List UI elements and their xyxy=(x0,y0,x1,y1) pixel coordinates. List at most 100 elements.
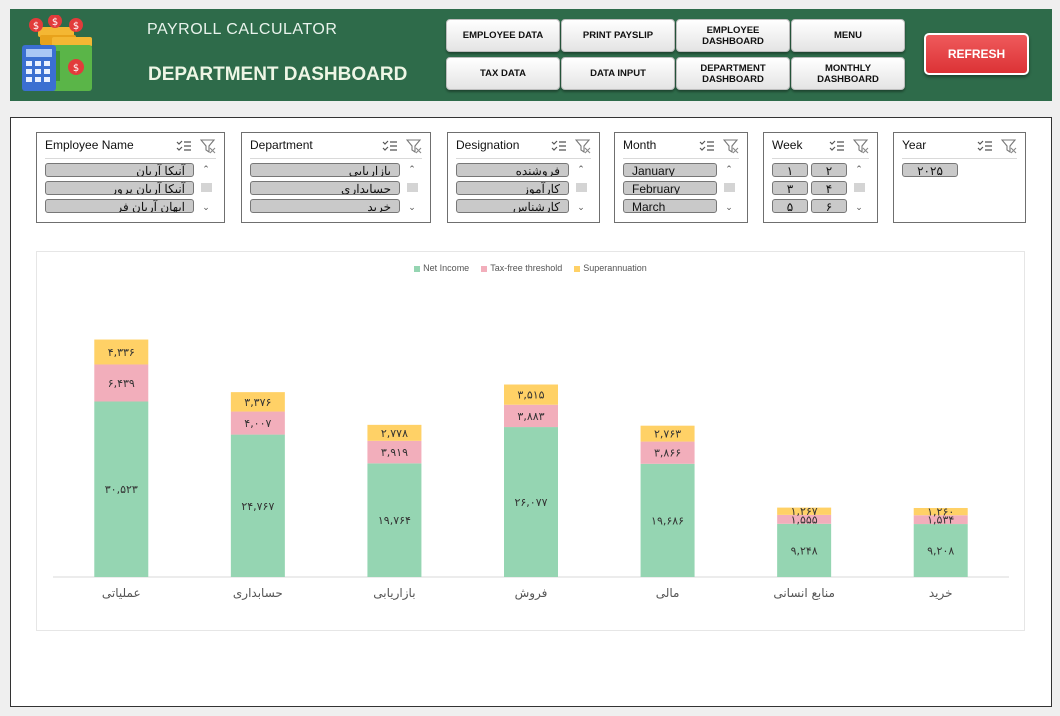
slicer-year: Year ۲۰۲۵ xyxy=(893,132,1026,223)
legend-swatch xyxy=(414,265,421,272)
chevron-up-icon[interactable]: ⌃ xyxy=(855,165,863,175)
legend-swatch xyxy=(574,265,581,272)
svg-text:$: $ xyxy=(52,17,58,28)
slicer-item[interactable]: آنیکا آریان xyxy=(45,163,194,177)
legend-item: Net Income xyxy=(414,263,469,273)
slicer-item[interactable]: ۳ xyxy=(772,181,808,195)
header-bar: $ $ $ $ PAYROLL CALCULATOR DEPARTMENT DA… xyxy=(10,9,1052,101)
slicer-item[interactable]: ۲ xyxy=(811,163,847,177)
slicer-designation: Designation فروشنده کارآموز کارشناس ⌃ ⌄ xyxy=(447,132,600,223)
department-dashboard-button[interactable]: DEPARTMENT DASHBOARD xyxy=(676,57,790,90)
slicer-item[interactable]: آنیکا آریان پرور xyxy=(45,181,194,195)
data-label: ۲,۷۶۳ xyxy=(654,428,681,441)
slicer-item[interactable]: فروشنده xyxy=(456,163,569,177)
slicer-item[interactable]: خرید xyxy=(250,199,400,213)
data-label: ۱,۲۶۷ xyxy=(791,505,818,518)
slicer-item[interactable]: کارشناس xyxy=(456,199,569,213)
chevron-down-icon[interactable]: ⌄ xyxy=(725,203,733,213)
bar-segment xyxy=(504,384,558,405)
data-label: ۹,۲۴۸ xyxy=(791,544,818,557)
chevron-down-icon[interactable]: ⌄ xyxy=(577,203,585,213)
slicer-item[interactable]: February xyxy=(623,181,717,195)
legend-label: Net Income xyxy=(423,263,470,273)
slicer-scrollbar[interactable]: ⌃ ⌄ xyxy=(852,163,866,215)
monthly-dashboard-button[interactable]: MONTHLY DASHBOARD xyxy=(791,57,905,90)
slicer-item[interactable]: ۵ xyxy=(772,199,808,213)
refresh-button[interactable]: REFRESH xyxy=(924,33,1029,75)
multi-select-icon[interactable] xyxy=(382,139,398,153)
data-label: ۶,۴۳۹ xyxy=(108,377,135,390)
scroll-thumb[interactable] xyxy=(407,183,418,192)
scroll-thumb[interactable] xyxy=(576,183,587,192)
slicer-scrollbar[interactable]: ⌃ ⌄ xyxy=(405,163,419,215)
multi-select-icon[interactable] xyxy=(977,139,993,153)
data-label: ۱۹,۶۸۶ xyxy=(651,514,684,527)
bar-segment xyxy=(777,523,832,577)
multi-select-icon[interactable] xyxy=(699,139,715,153)
multi-select-icon[interactable] xyxy=(551,139,567,153)
slicer-item[interactable]: March xyxy=(623,199,717,213)
data-input-button[interactable]: DATA INPUT xyxy=(561,57,675,90)
chevron-up-icon[interactable]: ⌃ xyxy=(725,165,733,175)
data-label: ۴,۳۳۶ xyxy=(108,346,135,359)
bar-segment xyxy=(777,507,832,515)
category-label: منابع انسانی xyxy=(773,586,835,600)
clear-filter-icon[interactable] xyxy=(853,139,869,154)
slicer-item[interactable]: ۲۰۲۵ xyxy=(902,163,958,177)
chart-plot: ۳۰,۵۲۳ ۶,۴۳۹ ۴,۳۳۶ عملیاتی ۲۴,۷۶۷ ۴,۰۰۷ ۳,۳۷۶ ح… xyxy=(53,339,1009,601)
chevron-down-icon[interactable]: ⌄ xyxy=(408,203,416,213)
clear-filter-icon[interactable] xyxy=(200,139,216,154)
slicer-scrollbar[interactable]: ⌃ ⌄ xyxy=(574,163,588,215)
app-title: PAYROLL CALCULATOR xyxy=(147,21,338,38)
chevron-down-icon[interactable]: ⌄ xyxy=(202,203,210,213)
multi-select-icon[interactable] xyxy=(176,139,192,153)
slicer-item[interactable]: ۴ xyxy=(811,181,847,195)
print-payslip-button[interactable]: PRINT PAYSLIP xyxy=(561,19,675,52)
data-label: ۳,۳۷۶ xyxy=(244,396,271,409)
scroll-thumb[interactable] xyxy=(201,183,212,192)
employee-data-button[interactable]: EMPLOYEE DATA xyxy=(446,19,560,52)
slicer-title: Employee Name xyxy=(45,138,134,152)
data-label: ۳,۸۶۶ xyxy=(654,447,681,460)
slicer-item[interactable]: ۶ xyxy=(811,199,847,213)
slicer-item[interactable]: January xyxy=(623,163,717,177)
multi-select-icon[interactable] xyxy=(829,139,845,153)
data-label: ۳,۹۱۹ xyxy=(381,446,408,459)
scroll-thumb[interactable] xyxy=(724,183,735,192)
slicer-item[interactable]: کارآموز xyxy=(456,181,569,195)
bar-segment xyxy=(504,404,558,428)
slicer-scrollbar[interactable]: ⌃ ⌄ xyxy=(722,163,736,215)
clear-filter-icon[interactable] xyxy=(575,139,591,154)
data-label: ۹,۲۰۸ xyxy=(927,545,954,558)
clear-filter-icon[interactable] xyxy=(1001,139,1017,154)
employee-dashboard-button[interactable]: EMPLOYEE DASHBOARD xyxy=(676,19,790,52)
menu-button[interactable]: MENU xyxy=(791,19,905,52)
category-label: عملیاتی xyxy=(102,586,141,600)
legend-label: Superannuation xyxy=(583,263,647,273)
slicer-item[interactable]: حسابداری xyxy=(250,181,400,195)
data-label: ۲۶,۰۷۷ xyxy=(514,496,547,509)
bar-segment xyxy=(640,425,695,442)
slicer-title: Department xyxy=(250,138,313,152)
category-label: مالی xyxy=(656,586,680,600)
slicer-title: Year xyxy=(902,138,927,152)
slicer-item[interactable]: بازاریابی xyxy=(250,163,400,177)
bar-segment xyxy=(94,339,149,365)
chevron-up-icon[interactable]: ⌃ xyxy=(202,165,210,175)
slicer-item[interactable]: ۱ xyxy=(772,163,808,177)
svg-text:$: $ xyxy=(73,21,79,32)
scroll-thumb[interactable] xyxy=(854,183,865,192)
tax-data-button[interactable]: TAX DATA xyxy=(446,57,560,90)
bar-segment xyxy=(367,463,422,577)
clear-filter-icon[interactable] xyxy=(406,139,422,154)
clear-filter-icon[interactable] xyxy=(723,139,739,154)
chevron-down-icon[interactable]: ⌄ xyxy=(855,203,863,213)
chevron-up-icon[interactable]: ⌃ xyxy=(408,165,416,175)
slicer-item[interactable]: ایهان آریان فر xyxy=(45,199,194,213)
slicer-scrollbar[interactable]: ⌃ ⌄ xyxy=(199,163,213,215)
bar-segment xyxy=(367,424,422,441)
svg-text:$: $ xyxy=(33,21,39,32)
chevron-up-icon[interactable]: ⌃ xyxy=(577,165,585,175)
payroll-calculator-icon: $ $ $ $ xyxy=(22,15,92,91)
bar-segment xyxy=(640,463,695,577)
